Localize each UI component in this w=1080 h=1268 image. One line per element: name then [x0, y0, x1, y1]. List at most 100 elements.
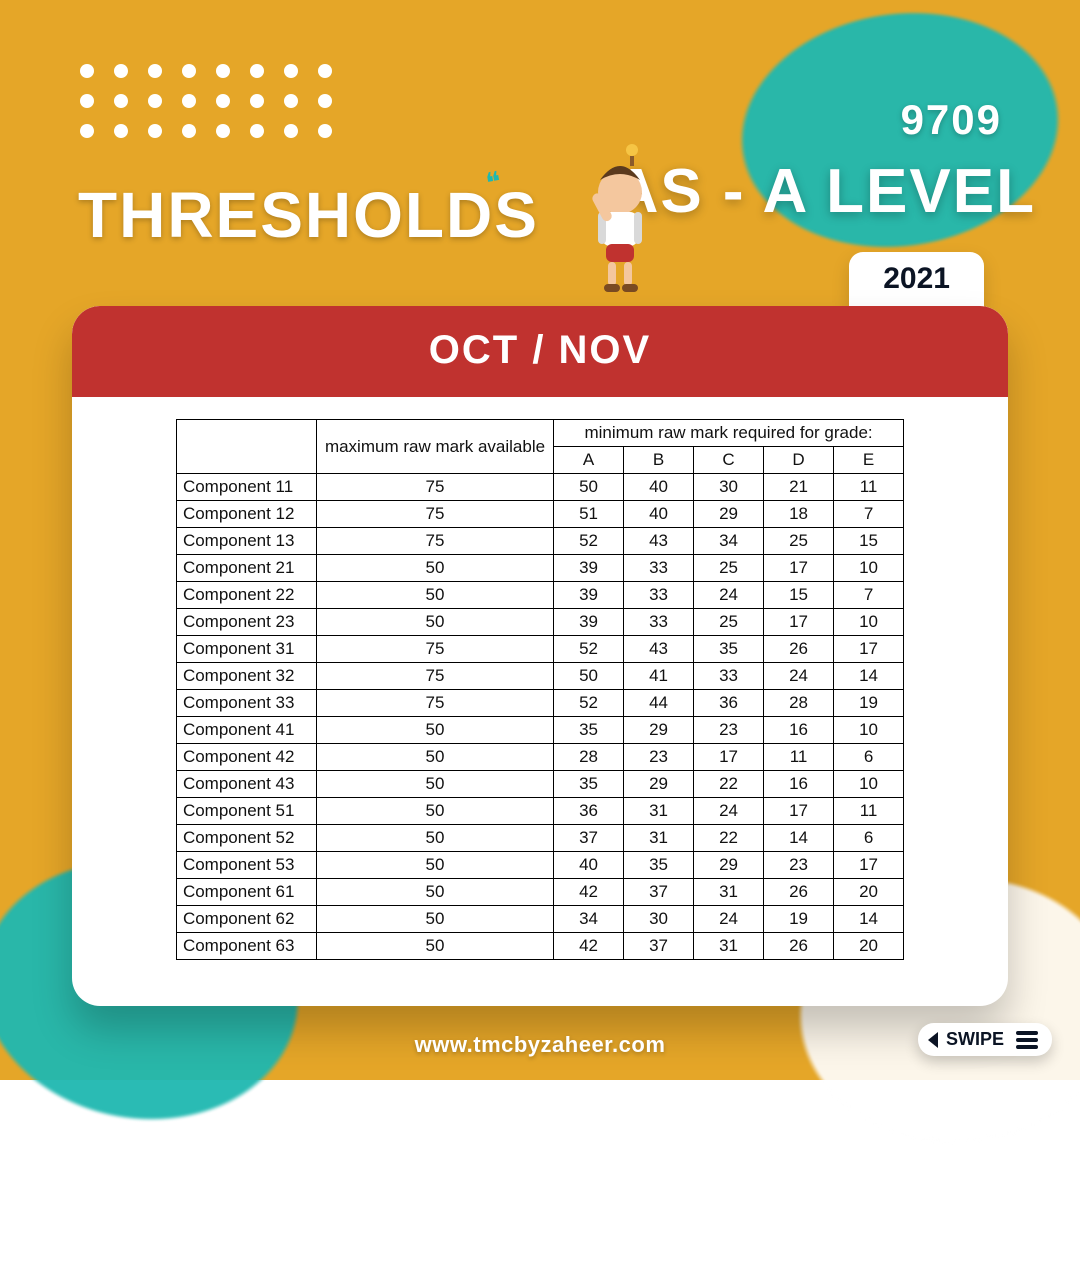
- table-row: Component 51503631241711: [176, 798, 903, 825]
- blank-header-cell: [176, 420, 316, 474]
- grade-cell: 42: [554, 933, 624, 960]
- grade-cell: 10: [834, 609, 904, 636]
- max-mark-cell: 50: [316, 825, 553, 852]
- grade-cell: 52: [554, 690, 624, 717]
- grade-cell: 37: [624, 933, 694, 960]
- grade-cell: 11: [764, 744, 834, 771]
- grade-cell: 25: [694, 555, 764, 582]
- max-mark-cell: 50: [316, 879, 553, 906]
- grade-cell: 33: [624, 609, 694, 636]
- grade-cell: 23: [624, 744, 694, 771]
- grade-cell: 35: [624, 852, 694, 879]
- component-label: Component 31: [176, 636, 316, 663]
- grade-cell: 52: [554, 528, 624, 555]
- grade-cell: 31: [694, 933, 764, 960]
- grade-cell: 20: [834, 879, 904, 906]
- grade-cell: 28: [554, 744, 624, 771]
- max-mark-cell: 75: [316, 474, 553, 501]
- table-container: maximum raw mark available minimum raw m…: [72, 397, 1008, 984]
- student-cartoon-icon: [560, 136, 680, 296]
- grade-cell: 24: [694, 906, 764, 933]
- grade-cell: 52: [554, 636, 624, 663]
- grade-header-a: A: [554, 447, 624, 474]
- grade-cell: 50: [554, 663, 624, 690]
- grade-cell: 21: [764, 474, 834, 501]
- grade-cell: 35: [554, 717, 624, 744]
- grade-cell: 10: [834, 771, 904, 798]
- table-row: Component 4250282317116: [176, 744, 903, 771]
- year-chip: 2021: [849, 252, 984, 308]
- grade-cell: 26: [764, 879, 834, 906]
- grade-cell: 23: [694, 717, 764, 744]
- component-label: Component 11: [176, 474, 316, 501]
- session-header: OCT / NOV: [72, 306, 1008, 397]
- grade-cell: 7: [834, 501, 904, 528]
- grade-header-e: E: [834, 447, 904, 474]
- component-label: Component 42: [176, 744, 316, 771]
- max-mark-cell: 50: [316, 609, 553, 636]
- grade-cell: 14: [834, 906, 904, 933]
- table-row: Component 11755040302111: [176, 474, 903, 501]
- grade-cell: 15: [764, 582, 834, 609]
- grades-span-header: minimum raw mark required for grade:: [554, 420, 904, 447]
- max-mark-cell: 75: [316, 528, 553, 555]
- component-label: Component 61: [176, 879, 316, 906]
- grade-cell: 11: [834, 474, 904, 501]
- grade-cell: 11: [834, 798, 904, 825]
- grade-cell: 16: [764, 771, 834, 798]
- grade-cell: 30: [694, 474, 764, 501]
- chevron-left-icon: [928, 1032, 938, 1048]
- grade-cell: 31: [624, 798, 694, 825]
- component-label: Component 13: [176, 528, 316, 555]
- grade-cell: 50: [554, 474, 624, 501]
- grade-cell: 24: [764, 663, 834, 690]
- grade-cell: 17: [834, 636, 904, 663]
- swipe-label: SWIPE: [946, 1029, 1004, 1050]
- thresholds-table-head: maximum raw mark available minimum raw m…: [176, 420, 903, 474]
- grade-cell: 33: [694, 663, 764, 690]
- max-mark-cell: 50: [316, 852, 553, 879]
- component-label: Component 12: [176, 501, 316, 528]
- grade-cell: 51: [554, 501, 624, 528]
- grade-cell: 29: [624, 717, 694, 744]
- grade-header-d: D: [764, 447, 834, 474]
- component-label: Component 41: [176, 717, 316, 744]
- grade-cell: 14: [764, 825, 834, 852]
- table-row: Component 32755041332414: [176, 663, 903, 690]
- thresholds-table: maximum raw mark available minimum raw m…: [176, 419, 904, 960]
- table-row: Component 2250393324157: [176, 582, 903, 609]
- max-mark-cell: 50: [316, 582, 553, 609]
- grade-cell: 23: [764, 852, 834, 879]
- max-mark-cell: 50: [316, 717, 553, 744]
- table-row: Component 43503529221610: [176, 771, 903, 798]
- grade-cell: 17: [764, 555, 834, 582]
- swipe-badge[interactable]: SWIPE: [918, 1023, 1052, 1056]
- grade-cell: 22: [694, 771, 764, 798]
- table-row: Component 13755243342515: [176, 528, 903, 555]
- subject-code: 9709: [901, 96, 1002, 144]
- grade-cell: 25: [694, 609, 764, 636]
- grade-cell: 34: [554, 906, 624, 933]
- grade-cell: 17: [764, 798, 834, 825]
- grade-cell: 39: [554, 609, 624, 636]
- max-mark-cell: 50: [316, 933, 553, 960]
- max-mark-cell: 50: [316, 555, 553, 582]
- grade-cell: 16: [764, 717, 834, 744]
- grade-header-b: B: [624, 447, 694, 474]
- grade-cell: 10: [834, 717, 904, 744]
- component-label: Component 33: [176, 690, 316, 717]
- grade-cell: 18: [764, 501, 834, 528]
- grade-cell: 26: [764, 933, 834, 960]
- grade-cell: 40: [624, 474, 694, 501]
- table-row: Component 31755243352617: [176, 636, 903, 663]
- max-mark-cell: 75: [316, 663, 553, 690]
- grade-cell: 29: [694, 852, 764, 879]
- swipe-bars-icon: [1016, 1031, 1038, 1049]
- grade-cell: 39: [554, 582, 624, 609]
- table-row: Component 63504237312620: [176, 933, 903, 960]
- grade-cell: 30: [624, 906, 694, 933]
- grade-cell: 40: [624, 501, 694, 528]
- grade-cell: 29: [624, 771, 694, 798]
- grade-cell: 6: [834, 825, 904, 852]
- grade-cell: 42: [554, 879, 624, 906]
